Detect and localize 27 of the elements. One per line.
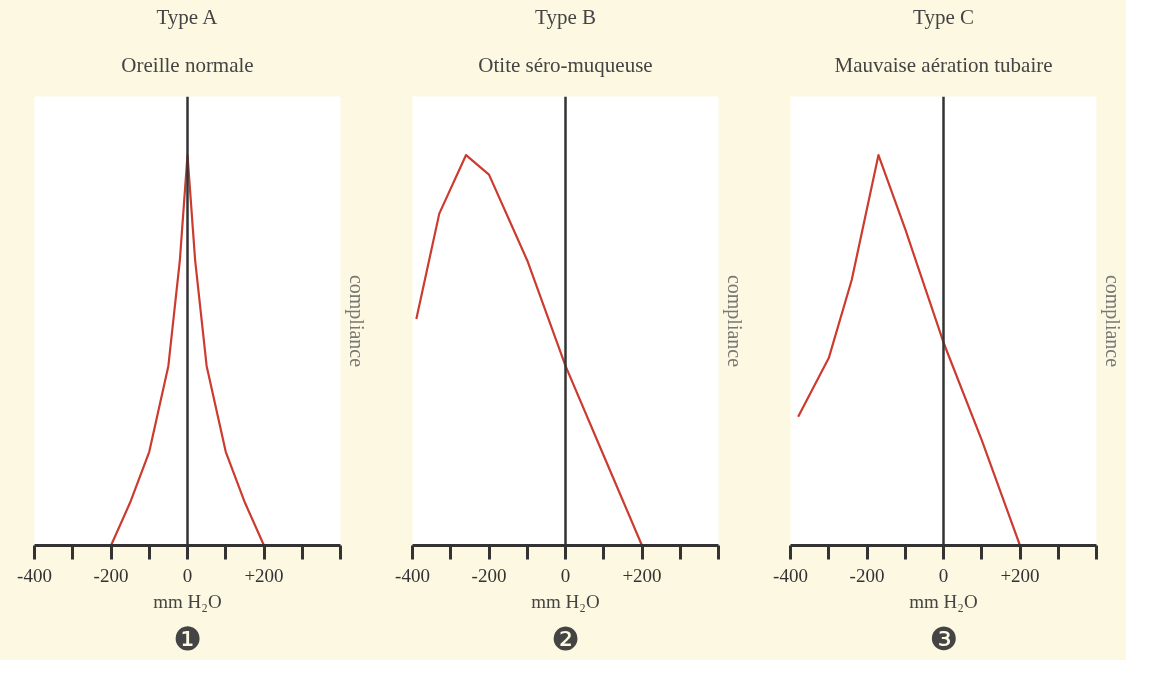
- x-tick-label: -400: [17, 564, 52, 586]
- x-tick-label: -200: [849, 564, 885, 586]
- x-tick-label: 0: [182, 564, 193, 586]
- chart-title: Type A: [156, 4, 219, 29]
- x-tick-label: 0: [938, 564, 949, 586]
- y-axis-title: compliance: [1100, 274, 1124, 368]
- x-tick-label: -200: [471, 564, 507, 586]
- x-axis-title: mm H₂O: [153, 590, 222, 612]
- x-tick-label: 0: [560, 564, 571, 586]
- text: ❶: [173, 619, 202, 658]
- text: ❷: [551, 619, 580, 658]
- chart-title: Type B: [535, 4, 596, 29]
- x-tick-label: -400: [773, 564, 808, 586]
- y-axis-title: compliance: [344, 274, 368, 368]
- x-tick-label: +200: [1000, 564, 1040, 586]
- chart-subtitle: Mauvaise aération tubaire: [834, 52, 1053, 77]
- x-tick-label: +200: [244, 564, 284, 586]
- y-axis-title: compliance: [722, 274, 746, 368]
- x-tick-label: -200: [93, 564, 129, 586]
- x-axis-title: mm H₂O: [531, 590, 600, 612]
- chart-subtitle: Oreille normale: [121, 52, 254, 77]
- text: ❸: [929, 619, 958, 658]
- x-tick-label: -400: [395, 564, 430, 586]
- chart-title: Type C: [913, 4, 974, 29]
- x-tick-label: +200: [622, 564, 662, 586]
- chart-subtitle: Otite séro-muqueuse: [478, 52, 653, 77]
- x-axis-title: mm H₂O: [909, 590, 978, 612]
